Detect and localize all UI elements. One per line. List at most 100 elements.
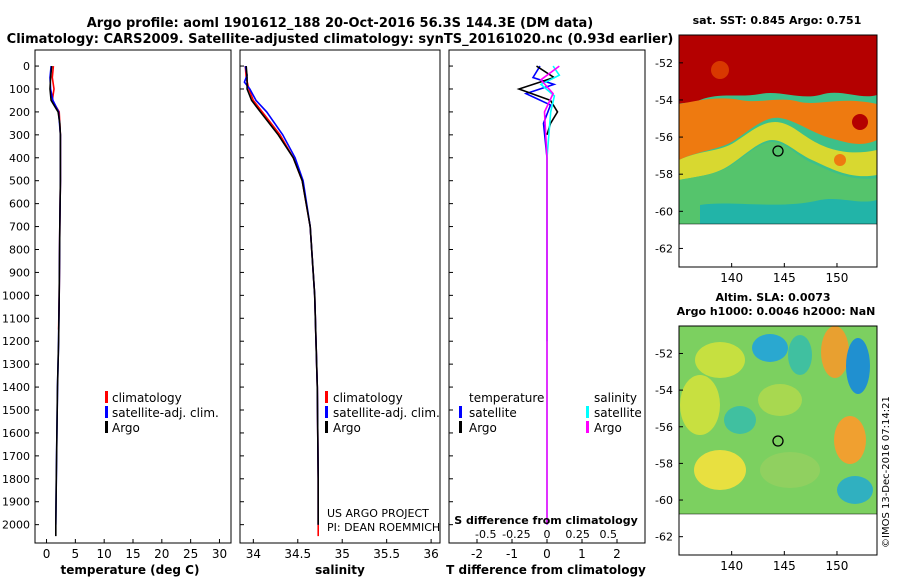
depth-tick-label: 1800 <box>2 473 30 486</box>
sst-map-frame <box>678 34 878 268</box>
series-line-climatology <box>244 66 319 537</box>
series-line-satellite-adj-clim- <box>243 65 319 525</box>
sst-map-x-ticks: 140 145 150 <box>720 263 848 285</box>
map-x-tick-label: 140 <box>720 271 743 285</box>
legend-swatch-s-argo <box>586 421 589 433</box>
depth-tick-label: 1600 <box>2 427 30 440</box>
x-tick-label: 34 <box>246 547 261 561</box>
legend-label-argo: Argo <box>333 421 361 435</box>
legend-swatch-argo <box>105 421 108 433</box>
legend-label-climatology: climatology <box>333 391 403 405</box>
depth-tick-label: 700 <box>9 221 30 234</box>
s-tick-label: -0.25 <box>502 528 530 541</box>
salinity-panel: 34 34.5 35 35.5 36 salinity climatology sate… <box>239 49 441 577</box>
map-y-tick-label: -54 <box>655 94 673 107</box>
legend-label-s-satellite: satellite <box>594 406 642 420</box>
s-tick-label: 0 <box>544 528 551 541</box>
legend-title-salinity: salinity <box>594 391 637 405</box>
sst-heatmap <box>679 35 877 224</box>
series-line-temperature-satellite <box>523 65 557 342</box>
legend-label-s-argo: Argo <box>594 421 622 435</box>
s-tick-label: 0.5 <box>600 528 618 541</box>
legend-swatch-t-argo <box>459 421 462 433</box>
map-x-tick-label: 145 <box>773 271 796 285</box>
depth-tick-label: 800 <box>9 243 30 256</box>
x-tick-label: 5 <box>72 547 80 561</box>
legend-label-satellite-adj: satellite-adj. clim. <box>112 406 219 420</box>
temperature-plot-frame <box>34 49 232 544</box>
legend-label-climatology: climatology <box>112 391 182 405</box>
map-y-tick-label: -62 <box>655 242 673 255</box>
legend-swatch-climatology <box>105 391 108 403</box>
depth-tick-label: 500 <box>9 175 30 188</box>
legend-label-t-argo: Argo <box>469 421 497 435</box>
map-y-tick-label: -60 <box>655 205 673 218</box>
sla-map-title-1: Altim. SLA: 0.0073 <box>715 291 830 304</box>
imos-watermark: ©IMOS 13-Dec-2016 07:14:21 <box>881 396 892 548</box>
legend-label-t-satellite: satellite <box>469 406 517 420</box>
temperature-x-label: temperature (deg C) <box>61 563 200 577</box>
legend-label-argo: Argo <box>112 421 140 435</box>
s-difference-ticks: -0.5 -0.25 0 0.25 0.5 <box>475 528 617 541</box>
credit-project: US ARGO PROJECT <box>327 507 429 520</box>
sla-map-y-ticks: -52 -54 -56 -58 -60 -62 <box>655 347 683 544</box>
sla-map-title-2: Argo h1000: 0.0046 h2000: NaN <box>677 305 876 318</box>
s-difference-caption: S difference from climatology <box>454 514 638 527</box>
argo-float-marker <box>772 145 784 157</box>
argo-float-marker <box>772 435 784 447</box>
depth-tick-label: 600 <box>9 198 30 211</box>
salinity-legend: climatology satellite-adj. clim. Argo <box>325 391 440 435</box>
legend-title-temperature: temperature <box>469 391 544 405</box>
series-line-temperature-argo <box>516 65 559 136</box>
credit-pi: PI: DEAN ROEMMICH <box>327 521 440 534</box>
legend-swatch-s-satellite <box>586 406 589 418</box>
map-x-tick-label: 150 <box>826 271 849 285</box>
x-tick-label: -2 <box>471 547 483 561</box>
series-line-argo <box>245 66 319 525</box>
map-y-tick-label: -56 <box>655 421 673 434</box>
depth-tick-label: 2000 <box>2 519 30 532</box>
x-tick-label: 10 <box>97 547 112 561</box>
salinity-x-label: salinity <box>315 563 365 577</box>
sst-map: sat. SST: 0.845 Argo: 0.751 -52 -54 -56 -58… <box>655 14 878 285</box>
x-tick-label: 35.5 <box>373 547 400 561</box>
x-tick-label: 2 <box>613 547 621 561</box>
map-y-tick-label: -54 <box>655 384 673 397</box>
s-tick-label: 0.25 <box>565 528 590 541</box>
depth-tick-label: 1300 <box>2 358 30 371</box>
sla-map-frame <box>678 325 878 556</box>
depth-tick-label: 1200 <box>2 335 30 348</box>
x-tick-label: 30 <box>212 547 227 561</box>
x-tick-label: 15 <box>125 547 140 561</box>
x-tick-label: 20 <box>154 547 169 561</box>
depth-tick-label: 900 <box>9 266 30 279</box>
map-y-tick-label: -62 <box>655 531 673 544</box>
map-y-tick-label: -52 <box>655 347 673 360</box>
temperature-legend: climatology satellite-adj. clim. Argo <box>105 391 219 435</box>
depth-tick-label: 0 <box>23 60 30 73</box>
legend-swatch-argo <box>325 421 328 433</box>
map-y-tick-label: -58 <box>655 457 673 470</box>
salinity-plot-frame <box>239 49 441 544</box>
depth-tick-label: 1900 <box>2 496 30 509</box>
map-y-tick-label: -60 <box>655 494 673 507</box>
legend-label-satellite-adj: satellite-adj. clim. <box>333 406 440 420</box>
difference-legend: temperature satellite Argo salinity sate… <box>459 391 642 435</box>
title-line-1: Argo profile: aoml 1901612_188 20-Oct-20… <box>87 16 593 31</box>
difference-panel: -2 -1 0 1 2 T difference from climatology S … <box>446 49 646 577</box>
map-x-tick-label: 150 <box>826 559 849 573</box>
x-tick-label: 25 <box>183 547 198 561</box>
temperature-panel: 0 5 10 15 20 25 30 temperature (deg C) climato… <box>34 49 232 577</box>
title-line-2: Climatology: CARS2009. Satellite-adjuste… <box>7 32 674 47</box>
x-tick-label: 34.5 <box>284 547 311 561</box>
depth-axis: 0 100 200 300 400 500 600 700 800 900 1000 1100 1200… <box>2 60 453 532</box>
series-line-salinity-satellite <box>539 65 561 525</box>
depth-tick-label: 400 <box>9 152 30 165</box>
legend-swatch-climatology <box>325 391 328 403</box>
x-tick-label: 0 <box>543 547 551 561</box>
series-line-salinity-argo <box>539 65 560 525</box>
legend-swatch-t-satellite <box>459 406 462 418</box>
salinity-series <box>243 65 319 537</box>
x-tick-label: 1 <box>578 547 586 561</box>
map-y-tick-label: -58 <box>655 168 673 181</box>
